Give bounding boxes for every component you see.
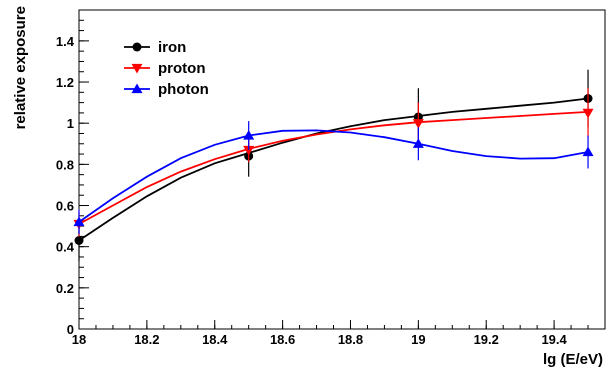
y-tick-label: 1.2 <box>56 75 74 90</box>
data-point-photon <box>582 146 594 157</box>
legend-marker-photon <box>131 83 143 94</box>
legend-marker-proton <box>131 63 143 74</box>
y-tick-label: 0 <box>67 322 74 337</box>
data-point-photon <box>412 138 424 148</box>
x-tick-label: 19.4 <box>541 332 567 347</box>
y-tick-label: 0.8 <box>56 157 74 172</box>
legend-label-proton: proton <box>158 60 205 77</box>
series-group <box>73 69 594 262</box>
legend-entry-iron: iron <box>124 39 186 56</box>
data-point-proton <box>582 108 594 119</box>
x-axis-title: lg (E/eV) <box>543 351 603 368</box>
data-point-photon <box>243 130 255 140</box>
legend-label-photon: photon <box>158 81 209 98</box>
data-point-proton <box>243 145 255 156</box>
ticks: 18 18.2 18.4 18.6 18.8 19 19.2 19.4 0 0.2 0.4 0.6 0.… <box>56 9 606 347</box>
y-tick-label: 1 <box>67 116 74 131</box>
series-line-photon <box>78 129 589 223</box>
y-tick-label: 0.4 <box>56 240 75 255</box>
x-tick-label: 18.6 <box>270 332 295 347</box>
x-tick-label: 18 <box>72 332 86 347</box>
x-tick-label: 19.2 <box>474 332 499 347</box>
x-tick-label: 19 <box>411 332 425 347</box>
data-point-proton <box>412 119 424 129</box>
x-tick-label: 18.2 <box>134 332 159 347</box>
series-line-iron <box>78 97 589 242</box>
legend-entry-proton: proton <box>124 60 205 77</box>
x-tick-label: 18.8 <box>338 332 363 347</box>
y-axis-title: relative exposure <box>12 6 29 129</box>
data-point-photon <box>73 216 85 227</box>
data-point-iron <box>74 236 84 246</box>
legend-marker-iron <box>132 42 142 52</box>
y-tick-label: 1.4 <box>56 34 75 49</box>
legend: iron proton photon <box>124 39 209 98</box>
x-tick-label: 18.4 <box>202 332 228 347</box>
y-tick-label: 0.2 <box>56 281 74 296</box>
legend-entry-photon: photon <box>124 81 209 98</box>
plot-frame <box>78 9 606 330</box>
y-tick-label: 0.6 <box>56 199 74 214</box>
legend-label-iron: iron <box>158 39 186 56</box>
series-photon <box>73 121 594 235</box>
